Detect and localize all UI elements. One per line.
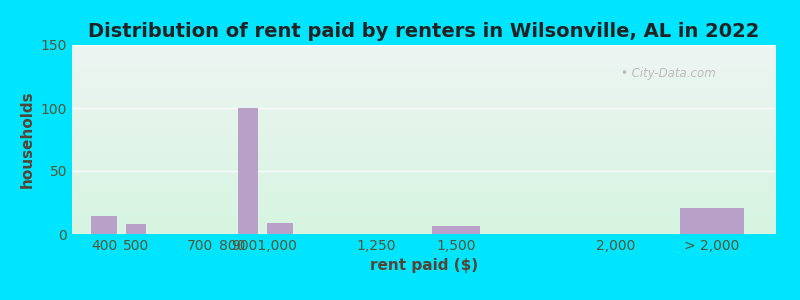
- Text: • City-Data.com: • City-Data.com: [621, 67, 716, 80]
- Bar: [680, 208, 744, 234]
- Bar: [432, 226, 480, 234]
- Bar: [238, 108, 258, 234]
- X-axis label: rent paid ($): rent paid ($): [370, 258, 478, 273]
- Title: Distribution of rent paid by renters in Wilsonville, AL in 2022: Distribution of rent paid by renters in …: [88, 22, 760, 41]
- Bar: [91, 216, 117, 234]
- Bar: [126, 224, 146, 234]
- Y-axis label: households: households: [20, 91, 35, 188]
- Bar: [267, 223, 293, 234]
